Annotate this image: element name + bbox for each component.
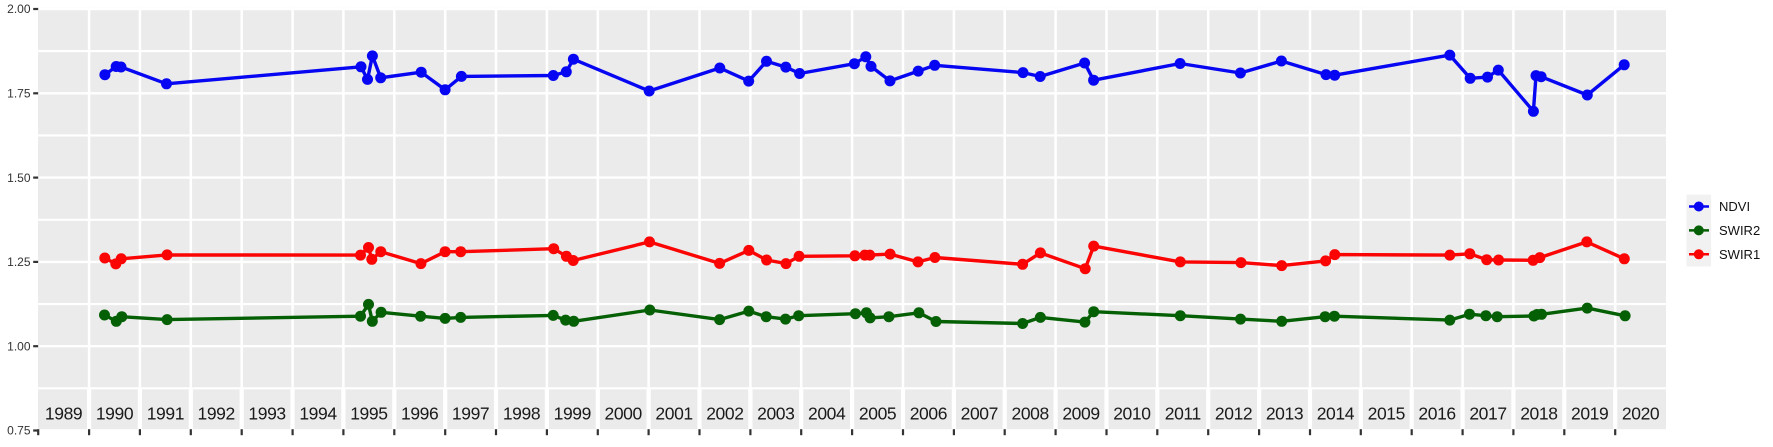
svg-text:1.25: 1.25 — [7, 255, 31, 269]
svg-text:2.00: 2.00 — [7, 2, 31, 16]
svg-text:1.00: 1.00 — [7, 339, 31, 353]
svg-text:2002: 2002 — [706, 404, 743, 424]
svg-text:2011: 2011 — [1165, 404, 1201, 424]
svg-text:1990: 1990 — [96, 404, 134, 424]
svg-text:1.50: 1.50 — [7, 171, 31, 185]
svg-text:1989: 1989 — [45, 404, 82, 424]
svg-text:2009: 2009 — [1062, 404, 1099, 424]
svg-text:1996: 1996 — [401, 404, 438, 424]
svg-text:2014: 2014 — [1317, 404, 1355, 424]
svg-text:1994: 1994 — [299, 404, 337, 424]
svg-text:2019: 2019 — [1571, 404, 1608, 424]
svg-text:2018: 2018 — [1520, 404, 1557, 424]
svg-text:1998: 1998 — [503, 404, 540, 424]
svg-text:2004: 2004 — [808, 404, 846, 424]
svg-text:1997: 1997 — [452, 404, 489, 424]
svg-text:2000: 2000 — [605, 404, 643, 424]
svg-text:1993: 1993 — [248, 404, 285, 424]
svg-text:1999: 1999 — [554, 404, 591, 424]
svg-text:0.75: 0.75 — [7, 424, 31, 438]
svg-text:1992: 1992 — [198, 404, 235, 424]
svg-text:2020: 2020 — [1622, 404, 1660, 424]
svg-text:2017: 2017 — [1469, 404, 1506, 424]
svg-text:2012: 2012 — [1215, 404, 1252, 424]
svg-text:2007: 2007 — [961, 404, 998, 424]
svg-text:2001: 2001 — [655, 404, 692, 424]
svg-text:2005: 2005 — [859, 404, 896, 424]
svg-text:2013: 2013 — [1266, 404, 1303, 424]
svg-text:SWIR1: SWIR1 — [1719, 247, 1760, 262]
svg-text:2010: 2010 — [1113, 404, 1151, 424]
svg-text:NDVI: NDVI — [1719, 199, 1750, 214]
svg-text:1.75: 1.75 — [7, 87, 31, 101]
svg-text:2003: 2003 — [757, 404, 794, 424]
svg-text:2008: 2008 — [1012, 404, 1049, 424]
svg-text:1991: 1991 — [147, 404, 184, 424]
svg-text:1995: 1995 — [350, 404, 387, 424]
svg-text:2016: 2016 — [1418, 404, 1455, 424]
svg-text:2015: 2015 — [1368, 404, 1405, 424]
svg-text:2006: 2006 — [910, 404, 947, 424]
svg-text:SWIR2: SWIR2 — [1719, 223, 1760, 238]
